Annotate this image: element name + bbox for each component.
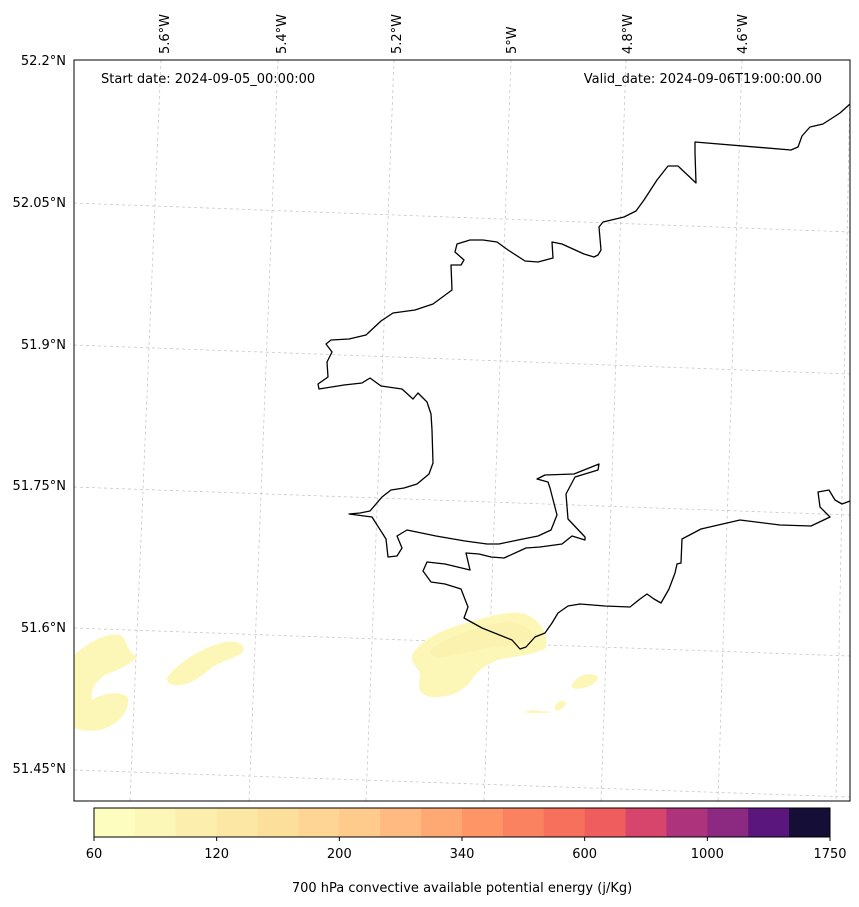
colorbar-swatch-9 <box>462 808 504 837</box>
cape-area-east-small <box>571 673 598 689</box>
lon-label-5.2W: 5.2°W <box>390 14 405 54</box>
colorbar-ticks: 60 120 200 340 600 1000 1750 <box>86 837 847 862</box>
colorbar-swatch-6 <box>339 808 381 837</box>
cape-contour-fill <box>74 612 598 731</box>
colorbar-tick-label-3: 340 <box>450 847 475 862</box>
colorbar-swatch-11 <box>543 808 586 837</box>
colorbar-swatch-2 <box>175 808 218 837</box>
colorbar-swatch-12 <box>584 808 626 837</box>
coastline-north <box>317 103 850 650</box>
lon-label-5.6W: 5.6°W <box>158 14 173 54</box>
colorbar-swatch-16 <box>748 808 790 837</box>
colorbar-tick-label-1: 120 <box>204 847 229 862</box>
colorbar-tick-label-5: 1000 <box>691 847 724 862</box>
colorbar: 60 120 200 340 600 1000 1750 700 hPa convectiv… <box>86 807 847 896</box>
cape-area-central-core <box>430 622 535 658</box>
lon-label-4.6W: 4.6°W <box>736 14 751 54</box>
colorbar-swatch-10 <box>502 808 545 837</box>
meridian-5.4W <box>248 60 279 801</box>
lat-label-51.9N: 51.9°N <box>21 338 66 353</box>
colorbar-tick-label-0: 60 <box>86 847 103 862</box>
meridian-5.6W <box>129 60 162 801</box>
map-frame <box>73 59 851 802</box>
colorbar-swatch-17 <box>789 808 831 837</box>
colorbar-swatch-7 <box>380 808 422 837</box>
colorbar-swatch-1 <box>134 808 177 837</box>
cape-area-mid-west <box>167 641 244 686</box>
colorbar-tick-label-2: 200 <box>327 847 352 862</box>
lat-label-52.05N: 52.05°N <box>13 196 66 211</box>
colorbar-swatch-0 <box>94 808 136 837</box>
meridian-5W <box>483 60 512 801</box>
cape-area-south-sliver <box>524 710 553 713</box>
lat-label-52.2N: 52.2°N <box>21 54 66 69</box>
longitude-labels: 5.6°W 5.4°W 5.2°W 5°W 4.8°W 4.6°W <box>158 14 751 54</box>
cape-area-south-small <box>555 700 566 711</box>
colorbar-swatch-8 <box>421 808 463 837</box>
colorbar-tick-label-4: 600 <box>572 847 597 862</box>
colorbar-swatch-5 <box>298 808 340 837</box>
colorbar-swatch-4 <box>257 808 299 837</box>
parallel-52.05N <box>74 202 850 233</box>
lat-label-51.75N: 51.75°N <box>13 479 66 494</box>
meridian-5.2W <box>365 60 395 801</box>
meridian-gridlines <box>129 60 850 801</box>
lon-label-5W: 5°W <box>505 26 520 54</box>
colorbar-title: 700 hPa convective available potential e… <box>292 881 632 896</box>
meridian-4.8W <box>600 60 627 801</box>
colorbar-swatch-3 <box>216 808 258 837</box>
parallel-51.9N <box>74 344 850 375</box>
cape-area-west <box>74 634 137 731</box>
start-date-label: Start date: 2024-09-05_00:00:00 <box>101 72 315 87</box>
meridian-4.6W <box>717 60 743 801</box>
colorbar-swatch-13 <box>625 808 667 837</box>
parallel-gridlines <box>74 202 850 798</box>
map-panel <box>74 60 850 801</box>
lat-label-51.45N: 51.45°N <box>13 762 66 777</box>
lon-label-5.4W: 5.4°W <box>275 14 290 54</box>
parallel-51.45N <box>74 769 850 798</box>
lon-label-4.8W: 4.8°W <box>621 14 636 54</box>
meridian-4.4W <box>835 87 850 801</box>
lat-label-51.6N: 51.6°N <box>21 621 66 636</box>
colorbar-swatch-15 <box>707 808 749 837</box>
valid-date-label: Valid_date: 2024-09-06T19:00:00.00 <box>584 72 822 87</box>
colorbar-swatch-14 <box>666 808 708 837</box>
colorbar-tick-label-6: 1750 <box>813 847 846 862</box>
colorbar-swatches <box>94 808 831 837</box>
latitude-labels: 52.2°N 52.05°N 51.9°N 51.75°N 51.6°N 51.… <box>13 54 66 777</box>
parallel-51.75N <box>74 486 850 516</box>
